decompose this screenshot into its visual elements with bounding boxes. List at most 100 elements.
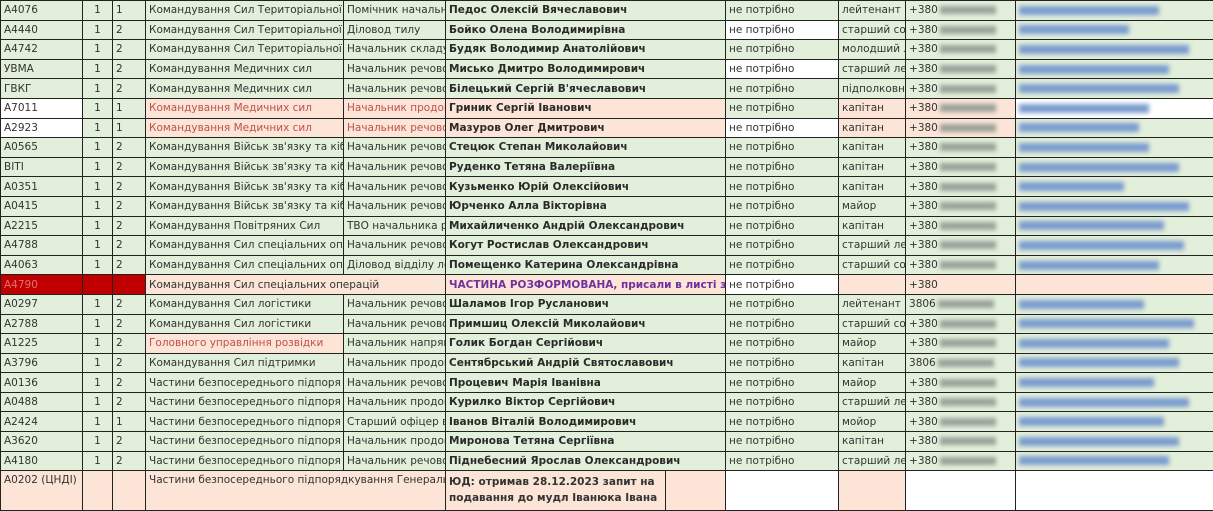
category-cell[interactable]: 2: [113, 236, 146, 256]
phone-cell[interactable]: +380: [906, 59, 1016, 79]
requirement-cell[interactable]: не потрібно: [726, 1, 839, 21]
count-cell[interactable]: 1: [83, 255, 113, 275]
requirement-cell[interactable]: не потрібно: [726, 236, 839, 256]
command-cell[interactable]: Командування Сил спеціальних оп: [146, 236, 344, 256]
phone-cell[interactable]: +380: [906, 432, 1016, 452]
name-cell[interactable]: Примшиц Олексій Миколайович: [446, 314, 726, 334]
phone-cell[interactable]: +380: [906, 20, 1016, 40]
rank-cell[interactable]: капітан: [839, 216, 906, 236]
rank-cell[interactable]: майор: [839, 334, 906, 354]
unit-code-cell[interactable]: А4076: [1, 1, 83, 21]
phone-cell[interactable]: +380: [906, 334, 1016, 354]
rank-cell[interactable]: [839, 275, 906, 295]
name-cell[interactable]: Миронова Тетяна Сергіївна: [446, 432, 726, 452]
count-cell[interactable]: 1: [83, 373, 113, 393]
rank-cell[interactable]: майор: [839, 373, 906, 393]
rank-cell[interactable]: капітан: [839, 432, 906, 452]
requirement-cell[interactable]: не потрібно: [726, 157, 839, 177]
rank-cell[interactable]: старший сол: [839, 20, 906, 40]
position-cell[interactable]: Начальник речово: [344, 138, 446, 158]
command-cell[interactable]: Командування Медичних сил: [146, 118, 344, 138]
note-cell[interactable]: ЮД: отримав 28.12.2023 запит на подаванн…: [446, 471, 666, 511]
unit-code-cell[interactable]: А2424: [1, 412, 83, 432]
count-cell[interactable]: 1: [83, 40, 113, 60]
category-cell[interactable]: 2: [113, 138, 146, 158]
count-cell[interactable]: 1: [83, 118, 113, 138]
phone-cell[interactable]: +380: [906, 157, 1016, 177]
email-cell[interactable]: [1016, 294, 1213, 314]
command-cell[interactable]: Частини безпосереднього підпоря: [146, 392, 344, 412]
category-cell[interactable]: 2: [113, 392, 146, 412]
phone-cell[interactable]: +380: [906, 1, 1016, 21]
requirement-cell[interactable]: не потрібно: [726, 138, 839, 158]
command-cell[interactable]: Командування Сил Територіальної: [146, 40, 344, 60]
requirement-cell[interactable]: не потрібно: [726, 216, 839, 236]
position-cell[interactable]: Начальник речово: [344, 314, 446, 334]
name-cell[interactable]: Білецький Сергій В'ячеславович: [446, 79, 726, 99]
requirement-cell[interactable]: не потрібно: [726, 196, 839, 216]
position-cell[interactable]: Начальник продов: [344, 353, 446, 373]
name-cell[interactable]: Руденко Тетяна Валеріївна: [446, 157, 726, 177]
count-cell[interactable]: 1: [83, 412, 113, 432]
count-cell[interactable]: 1: [83, 451, 113, 471]
command-cell[interactable]: Частини безпосереднього підпоря: [146, 412, 344, 432]
email-cell[interactable]: [1016, 196, 1213, 216]
rank-cell[interactable]: старший лей: [839, 59, 906, 79]
requirement-cell[interactable]: не потрібно: [726, 98, 839, 118]
command-cell[interactable]: Частини безпосереднього підпорядкування …: [146, 471, 446, 511]
command-cell[interactable]: Командування Військ зв'язку та кіб: [146, 177, 344, 197]
unit-code-cell[interactable]: А4440: [1, 20, 83, 40]
rank-cell[interactable]: капітан: [839, 138, 906, 158]
requirement-cell[interactable]: не потрібно: [726, 432, 839, 452]
unit-code-cell[interactable]: А0136: [1, 373, 83, 393]
command-cell[interactable]: Командування Медичних сил: [146, 98, 344, 118]
rank-cell[interactable]: лейтенант: [839, 294, 906, 314]
name-cell[interactable]: Когут Ростислав Олександрович: [446, 236, 726, 256]
command-cell[interactable]: Частини безпосереднього підпоря: [146, 451, 344, 471]
email-cell[interactable]: [1016, 334, 1213, 354]
cell[interactable]: [83, 471, 113, 511]
rank-cell[interactable]: мойор: [839, 412, 906, 432]
unit-code-cell[interactable]: А3620: [1, 432, 83, 452]
category-cell[interactable]: 2: [113, 353, 146, 373]
position-cell[interactable]: Начальник речово: [344, 294, 446, 314]
rank-cell[interactable]: капітан: [839, 157, 906, 177]
email-cell[interactable]: [1016, 98, 1213, 118]
requirement-cell[interactable]: не потрібно: [726, 177, 839, 197]
name-cell[interactable]: Гриник Сергій Іванович: [446, 98, 726, 118]
count-cell[interactable]: 1: [83, 177, 113, 197]
unit-code-cell[interactable]: А4180: [1, 451, 83, 471]
category-cell[interactable]: 2: [113, 157, 146, 177]
category-cell[interactable]: [113, 275, 146, 295]
category-cell[interactable]: 2: [113, 373, 146, 393]
count-cell[interactable]: 1: [83, 59, 113, 79]
position-cell[interactable]: Начальник напрям: [344, 334, 446, 354]
category-cell[interactable]: 2: [113, 59, 146, 79]
requirement-cell[interactable]: не потрібно: [726, 353, 839, 373]
position-cell[interactable]: Начальник складу: [344, 40, 446, 60]
command-cell[interactable]: Командування Військ зв'язку та кіб: [146, 196, 344, 216]
category-cell[interactable]: 2: [113, 314, 146, 334]
position-cell[interactable]: Начальник речово: [344, 451, 446, 471]
email-cell[interactable]: [1016, 236, 1213, 256]
command-cell[interactable]: Командування Сил підтримки: [146, 353, 344, 373]
count-cell[interactable]: 1: [83, 314, 113, 334]
position-cell[interactable]: Начальник речово: [344, 236, 446, 256]
unit-code-cell[interactable]: А0351: [1, 177, 83, 197]
position-cell[interactable]: Начальник продов: [344, 392, 446, 412]
position-cell[interactable]: Старший офіцер в: [344, 412, 446, 432]
cell[interactable]: [906, 471, 1016, 511]
position-cell[interactable]: Начальник речово: [344, 79, 446, 99]
rank-cell[interactable]: старший ле: [839, 451, 906, 471]
requirement-cell[interactable]: не потрібно: [726, 118, 839, 138]
phone-cell[interactable]: +380: [906, 196, 1016, 216]
cell[interactable]: [726, 471, 839, 511]
count-cell[interactable]: 1: [83, 157, 113, 177]
name-cell[interactable]: Голик Богдан Сергійович: [446, 334, 726, 354]
name-cell[interactable]: ЧАСТИНА РОЗФОРМОВАНА, присали в листі зі…: [446, 275, 726, 295]
category-cell[interactable]: 2: [113, 432, 146, 452]
category-cell[interactable]: 1: [113, 1, 146, 21]
phone-cell[interactable]: +380: [906, 314, 1016, 334]
unit-code-cell[interactable]: А3796: [1, 353, 83, 373]
phone-cell[interactable]: +380: [906, 79, 1016, 99]
